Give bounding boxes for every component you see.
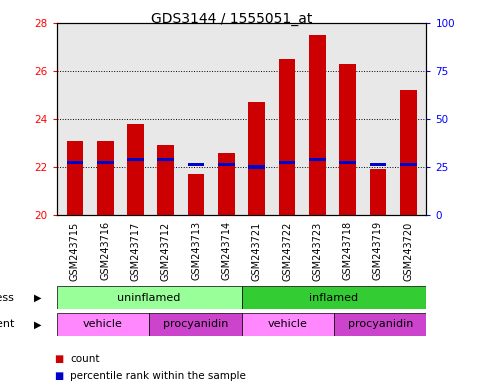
Text: ■: ■ [54,371,64,381]
Bar [248,102,265,215]
Bar [67,141,83,215]
Text: uninflamed: uninflamed [117,293,181,303]
Bar [279,59,295,215]
Text: agent: agent [0,319,15,329]
Bar [279,161,295,164]
Text: procyanidin: procyanidin [348,319,413,329]
Text: vehicle: vehicle [83,319,123,329]
Bar [339,64,356,215]
Bar [400,163,417,166]
Bar [57,313,149,336]
Bar [149,313,242,336]
Bar [334,313,426,336]
Bar [309,158,326,161]
Bar [339,161,356,164]
Bar [127,124,144,215]
Bar [157,146,174,215]
Bar [370,169,387,215]
Text: procyanidin: procyanidin [163,319,228,329]
Bar [157,158,174,161]
Text: ■: ■ [54,354,64,364]
Bar [242,286,426,309]
Bar [57,286,242,309]
Bar [248,166,265,169]
Text: GDS3144 / 1555051_at: GDS3144 / 1555051_at [151,12,313,25]
Text: count: count [70,354,100,364]
Bar [127,158,144,161]
Bar [309,35,326,215]
Text: ▶: ▶ [34,319,42,329]
Bar [97,161,113,164]
Text: inflamed: inflamed [310,293,358,303]
Text: percentile rank within the sample: percentile rank within the sample [70,371,246,381]
Bar [400,90,417,215]
Text: stress: stress [0,293,15,303]
Bar [242,313,334,336]
Text: vehicle: vehicle [268,319,308,329]
Bar [97,141,113,215]
Bar [370,163,387,166]
Text: ▶: ▶ [34,293,42,303]
Bar [188,174,205,215]
Bar [188,163,205,166]
Bar [218,163,235,166]
Bar [67,161,83,164]
Bar [218,152,235,215]
